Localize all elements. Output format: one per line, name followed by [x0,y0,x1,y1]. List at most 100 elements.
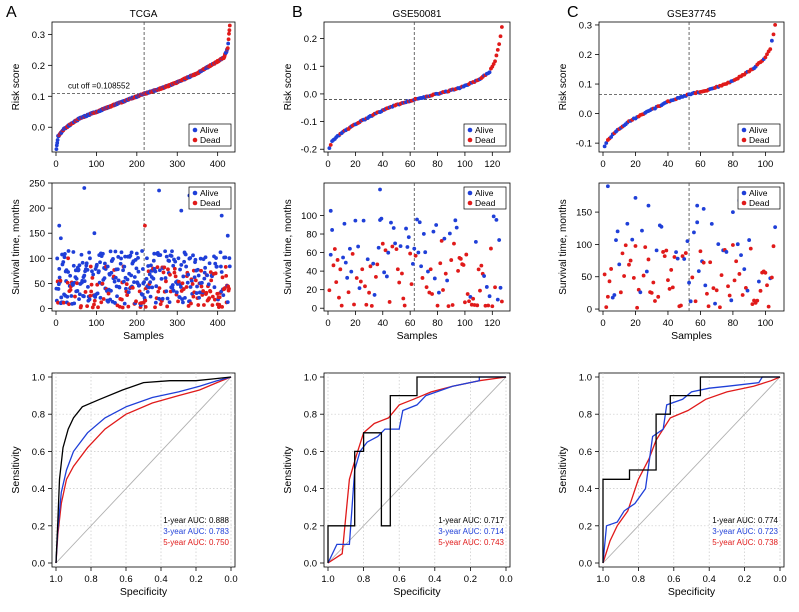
risk-point-alive [769,38,774,43]
surv-point-alive [330,228,335,232]
surv-point-dead [369,304,374,308]
surv-point-alive [654,248,659,253]
risk-xtick-label: 0 [600,159,605,170]
surv-point-alive [417,220,422,225]
surv-point-dead [85,304,90,309]
surv-point-alive [404,226,408,231]
surv-point-alive [426,269,430,274]
surv-point-alive [454,225,459,230]
legend-dead-marker [467,137,473,143]
risk-ytick-label: 0.2 [579,50,592,61]
surv-point-dead [184,285,189,289]
surv-point-alive [348,246,352,251]
surv-point-dead [176,299,180,304]
surv-point-alive [423,250,428,255]
risk-xtick-label: 300 [169,159,185,170]
surv-point-alive [745,288,750,293]
roc-diagonal [327,376,507,564]
surv-point-alive [61,260,66,264]
surv-point-dead [737,272,742,276]
surv-point-dead [88,293,93,298]
plot-frame [598,182,785,312]
roc-diagonal [602,376,781,564]
surv-point-dead [172,266,177,271]
surv-xtick-label: 20 [350,318,361,329]
surv-point-dead [489,246,493,251]
surv-point-dead [88,264,93,269]
surv-point-alive [682,257,687,261]
surv-point-dead [204,290,209,295]
surv-point-alive [184,264,189,269]
surv-point-alive [55,256,60,261]
surv-xtick-label: 60 [695,318,706,329]
surv-point-alive [343,260,348,265]
roc-curve-1y [602,376,780,563]
roc-xtick-label: 0.2 [189,574,202,585]
roc-xtick-label: 0.4 [703,574,716,585]
surv-point-alive [82,186,87,190]
surv-point-alive [328,208,333,213]
surv-ytick-label: 20 [306,285,317,296]
surv-point-alive [123,254,128,259]
surv-point-dead [424,285,429,290]
surv-point-dead [346,290,351,295]
risk-xtick-label: 80 [728,159,739,170]
legend-box [188,123,232,147]
surv-point-alive [212,285,217,290]
surv-point-alive [66,249,71,253]
surv-point-alive [218,250,223,255]
surv-xtick-label: 0 [600,318,605,329]
surv-point-dead [156,289,161,294]
surv-point-alive [709,221,714,226]
surv-point-alive [148,280,153,285]
surv-point-dead [56,300,60,305]
surv-point-alive [96,269,101,273]
plot-frame [598,372,785,568]
surv-point-dead [375,262,380,267]
roc-ytick-label: 0.0 [579,559,592,570]
surv-point-alive [98,260,102,265]
surv-point-dead [395,267,400,272]
surv-point-alive [116,255,121,259]
surv-point-alive [182,259,187,264]
surv-point-alive [180,297,184,302]
surv-point-dead [400,271,404,276]
surv-point-alive [98,295,103,300]
legend-alive-marker [741,127,747,133]
surv-point-alive [186,272,191,277]
surv-point-alive [118,261,123,266]
panel-letter: C [567,4,579,21]
surv-point-dead [65,280,70,285]
surv-point-alive [125,277,130,282]
risk-point-dead [773,22,778,27]
surv-point-alive [77,263,82,268]
surv-point-alive [687,280,691,285]
surv-point-alive [122,264,127,269]
surv-xtick-label: 60 [405,318,416,329]
risk-point-alive [55,138,60,142]
surv-point-alive [88,256,92,261]
legend-dead-label: Dead [200,135,221,145]
surv-point-alive [372,293,377,297]
surv-point-dead [199,268,203,273]
surv-point-dead [196,303,201,307]
surv-point-alive [185,280,190,285]
surv-point-alive [482,274,486,278]
surv-point-alive [756,279,761,284]
surv-point-dead [358,279,363,284]
surv-point-alive [165,296,170,301]
surv-point-dead [499,299,504,304]
surv-point-dead [92,302,96,307]
surv-point-dead [83,290,88,294]
surv-point-dead [207,296,212,301]
surv-point-dead [428,267,433,272]
surv-point-dead [740,293,745,297]
surv-point-alive [365,257,370,262]
surv-point-alive [703,283,708,288]
surv-point-alive [121,268,125,273]
surv-point-dead [711,286,716,291]
surv-point-dead [690,275,695,280]
surv-point-dead [479,263,484,268]
samples-xlabel: Samples [123,330,164,342]
surv-point-alive [432,276,437,281]
